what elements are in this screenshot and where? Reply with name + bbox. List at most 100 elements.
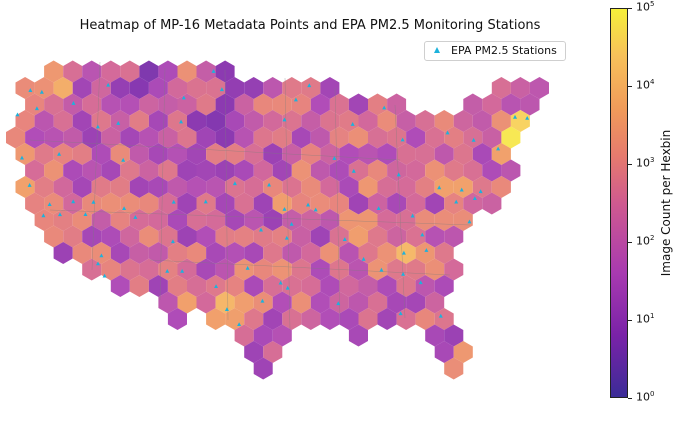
hexbin-cell (434, 143, 454, 165)
epa-station-marker (47, 202, 52, 207)
hexbin-cell (425, 291, 445, 314)
hexbin-cell (482, 126, 502, 149)
hexbin-cell (310, 159, 330, 182)
epa-station-marker (350, 122, 355, 126)
hexbin-cell (339, 209, 359, 231)
hexbin-cell (234, 126, 254, 149)
hexbin-cell (167, 275, 187, 297)
hexbin-cell (406, 225, 426, 248)
hexbin-cell (91, 209, 111, 231)
colorbar-tick-label: 104 (636, 78, 655, 92)
colorbar-tick-label: 103 (636, 156, 655, 170)
epa-station-marker (418, 280, 423, 285)
hexbin-cell (44, 192, 64, 215)
hexbin-cell (310, 225, 330, 248)
hexbin-cell (196, 192, 216, 215)
epa-station-marker (267, 182, 272, 187)
epa-station-marker (99, 253, 104, 258)
hexbin-cell (129, 209, 149, 231)
epa-station-marker (237, 322, 242, 327)
hexbin-cell (463, 159, 483, 182)
colorbar-tick (628, 320, 632, 321)
hexbin-cell (453, 341, 473, 363)
colorbar-tick (628, 242, 632, 243)
hexbin-cell (444, 357, 464, 380)
hexbin-cell (167, 110, 187, 132)
hexbin-cell (53, 242, 73, 264)
hexbin-cell (377, 110, 397, 132)
hexbin-cell (72, 209, 92, 231)
hexbin-cell (377, 209, 397, 231)
hexbin-cell (453, 143, 473, 165)
hexbin-cell (472, 143, 492, 165)
epa-station-marker (15, 112, 20, 117)
hexbin-cell (225, 242, 245, 264)
hexbin-cell (425, 225, 445, 248)
hexbin-cell (34, 209, 54, 231)
hexbin-cell (110, 77, 130, 99)
hexbin-cell (82, 93, 102, 116)
epa-station-marker (41, 213, 46, 218)
hexbin-cell (167, 242, 187, 264)
epa-station-marker (116, 121, 121, 125)
hexbin-cell (320, 242, 340, 264)
hexbin-cell (244, 341, 264, 363)
hexbin-cell (234, 192, 254, 215)
epa-station-markers (15, 69, 530, 327)
hexbin-cell (206, 176, 226, 198)
hexbin-cell (434, 275, 454, 297)
epa-station-marker (91, 199, 96, 204)
epa-station-marker (382, 105, 387, 110)
hexbin-cell (139, 192, 159, 215)
hexbin-cell (358, 176, 378, 198)
epa-station-marker (224, 307, 229, 312)
hexbin-cell (63, 159, 83, 182)
epa-station-marker (28, 88, 33, 92)
hexbin-cell (25, 93, 45, 116)
hexbin-cell (425, 126, 445, 149)
hexbin-cell (206, 143, 226, 165)
hexbin-cell (15, 176, 35, 198)
hexbin-cell (425, 192, 445, 215)
epa-station-marker (27, 183, 32, 187)
hexbin-cell (196, 291, 216, 314)
epa-station-marker (471, 137, 476, 142)
hexbin-cell (53, 77, 73, 99)
epa-station-marker (39, 89, 44, 94)
hexbin-cell (348, 126, 368, 149)
hexbin-cell (415, 308, 435, 330)
hexbin-cell (425, 159, 445, 182)
epa-station-marker (513, 114, 518, 119)
hexbin-cell (225, 176, 245, 198)
legend: EPA PM2.5 Stations (424, 41, 566, 61)
legend-label-epa-stations: EPA PM2.5 Stations (451, 44, 557, 57)
hexbin-cell (177, 60, 197, 83)
hexbin-cell (282, 110, 302, 132)
hexbin-cell (129, 77, 149, 99)
hexbin-cell (263, 176, 283, 198)
hexbin-cell (301, 143, 321, 165)
hexbin-cell (291, 159, 311, 182)
hexbin-cell (148, 242, 168, 264)
hexbin-cell (53, 110, 73, 132)
hexbin-cell (348, 93, 368, 116)
hexbin-cell (310, 126, 330, 149)
hexbin-cell (234, 324, 254, 347)
hexbin-cell (482, 159, 502, 182)
hexbin-cell (187, 176, 207, 198)
hexbin-cell (129, 275, 149, 297)
colorbar-tick (628, 86, 632, 87)
hexbin-cell (63, 192, 83, 215)
hexbin-cell (263, 77, 283, 99)
hexbin-cell (406, 192, 426, 215)
epa-station-marker (121, 157, 126, 162)
hexbin-cell (253, 192, 273, 215)
hexbin-cell (139, 93, 159, 116)
hexbin-cell (167, 308, 187, 330)
epa-station-marker (496, 146, 501, 151)
hexbin-cell (253, 93, 273, 116)
epa-station-marker (95, 261, 100, 266)
hexbin-cell (110, 242, 130, 264)
hexbin-cell (158, 93, 178, 116)
epa-station-marker (211, 69, 216, 73)
